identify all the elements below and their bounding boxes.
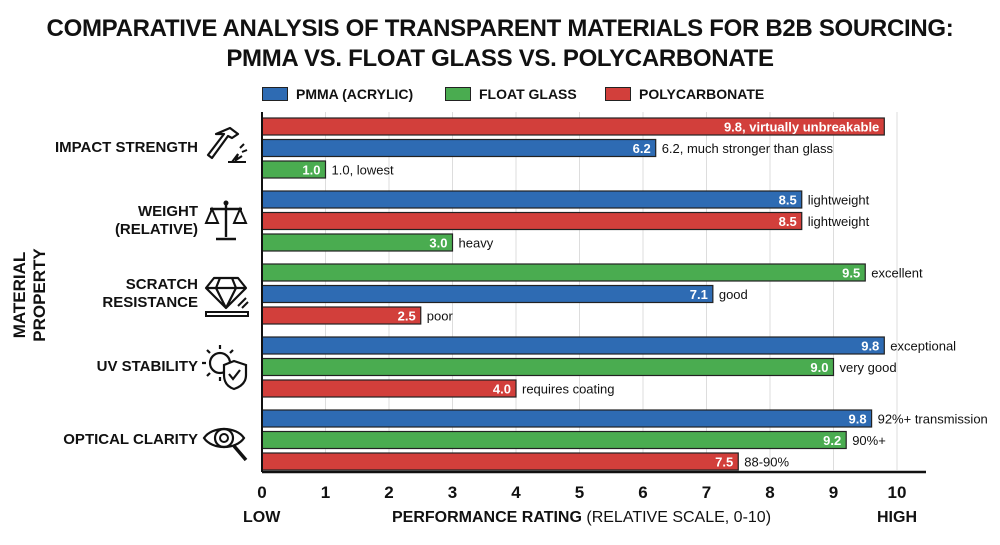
- bar-annotation: poor: [427, 309, 454, 324]
- category-label-line: RESISTANCE: [102, 294, 198, 311]
- bar-value-label: 9.0: [810, 360, 828, 375]
- bar-value-label: 7.1: [690, 287, 708, 302]
- x-tick-label: 1: [320, 483, 331, 502]
- bar-annotation: 1.0, lowest: [332, 163, 395, 178]
- category-label-line: UV STABILITY: [96, 358, 198, 375]
- category-label-line: WEIGHT: [138, 203, 198, 220]
- bar-value-label: 8.5: [779, 214, 797, 229]
- bar-annotation: 88-90%: [744, 455, 789, 470]
- scale-icon: [202, 197, 250, 245]
- bar-value-label: 1.0: [302, 163, 320, 178]
- legend-item-float-glass: FLOAT GLASS: [445, 86, 577, 102]
- legend-swatch-pmma: [262, 87, 288, 101]
- x-tick-label: 10: [887, 483, 907, 502]
- x-tick-label: 4: [511, 483, 521, 502]
- category-label: UV STABILITY: [97, 358, 198, 376]
- bar-value-label: 9.8: [861, 339, 879, 354]
- category-label: OPTICAL CLARITY: [63, 431, 198, 449]
- bar: [261, 263, 866, 282]
- chart-title-line-2: PMMA VS. FLOAT GLASS VS. POLYCARBONATE: [226, 45, 774, 72]
- category-label: WEIGHT (RELATIVE): [115, 203, 198, 239]
- bar-annotation: heavy: [459, 236, 494, 251]
- legend-swatch-polycarbonate: [605, 87, 631, 101]
- bar: [261, 379, 517, 398]
- legend-label-pmma: PMMA (ACRYLIC): [296, 86, 414, 102]
- bar-value-label: 9.8: [849, 412, 867, 427]
- x-tick-label: 8: [765, 483, 775, 502]
- x-tick-label: 0: [257, 483, 267, 502]
- bar-value-label: 7.5: [715, 455, 733, 470]
- diamond-icon: [202, 270, 250, 318]
- x-axis-label-bold: PERFORMANCE RATING: [392, 509, 582, 526]
- category-label-line: OPTICAL CLARITY: [63, 431, 198, 448]
- legend-swatch-float-glass: [445, 87, 471, 101]
- legend-item-pmma: PMMA (ACRYLIC): [262, 86, 413, 102]
- bar-annotation: lightweight: [808, 214, 870, 229]
- bar: [261, 284, 714, 304]
- bar-annotation: lightweight: [808, 193, 870, 208]
- bar: [261, 357, 835, 377]
- bar-value-label: 8.5: [779, 193, 797, 208]
- hammer-icon: [202, 124, 250, 172]
- bar: [261, 211, 803, 231]
- bar: [261, 452, 739, 471]
- chart-title-line-1: COMPARATIVE ANALYSIS OF TRANSPARENT MATE…: [46, 15, 954, 42]
- legend-item-polycarbonate: POLYCARBONATE: [605, 86, 764, 102]
- x-tick-label: 9: [828, 483, 839, 502]
- x-axis-label: PERFORMANCE RATING (RELATIVE SCALE, 0-10…: [392, 509, 771, 527]
- category-label-line: IMPACT STRENGTH: [54, 139, 198, 156]
- bar: [261, 336, 885, 355]
- eye-magnifier-icon: [202, 416, 250, 464]
- x-tick-label: 7: [701, 483, 712, 502]
- bar-annotation: requires coating: [522, 382, 615, 397]
- x-axis-label-rest: (RELATIVE SCALE, 0-10): [586, 509, 772, 526]
- bar: [261, 138, 657, 158]
- bar-value-label: 9.5: [842, 266, 860, 281]
- x-high-label: HIGH: [877, 509, 917, 526]
- bar: [261, 233, 454, 252]
- bar-value-label: 4.0: [493, 382, 511, 397]
- category-label: IMPACT STRENGTH: [55, 139, 198, 157]
- x-low-label: LOW: [243, 509, 281, 526]
- x-tick-label: 5: [574, 483, 585, 502]
- bar: [261, 190, 803, 209]
- category-label-line: (RELATIVE): [114, 221, 198, 238]
- category-label: SCRATCH RESISTANCE: [102, 276, 198, 312]
- bar-annotation: 6.2, much stronger than glass: [662, 141, 834, 156]
- category-label-line: SCRATCH: [125, 276, 198, 293]
- bar: [261, 409, 873, 428]
- bar-value-label: 3.0: [429, 236, 447, 251]
- legend-label-float-glass: FLOAT GLASS: [479, 86, 577, 102]
- bar-annotation: exceptional: [890, 339, 956, 354]
- bar-annotation: very good: [840, 360, 897, 375]
- bar-annotation: excellent: [871, 266, 923, 281]
- bar-value-label: 6.2: [633, 141, 651, 156]
- bar-annotation: 92%+ transmission: [878, 412, 988, 427]
- bar-annotation: 90%+: [852, 433, 886, 448]
- bar-value-label: 9.2: [823, 433, 841, 448]
- bar-value-label: 9.8, virtually unbreakable: [724, 120, 879, 135]
- x-tick-label: 6: [638, 483, 648, 502]
- x-tick-label: 3: [447, 483, 458, 502]
- sun-shield-icon: [202, 343, 250, 391]
- bar: [261, 430, 847, 450]
- legend-label-polycarbonate: POLYCARBONATE: [639, 86, 765, 102]
- x-tick-label: 2: [384, 483, 394, 502]
- bar-value-label: 2.5: [398, 309, 416, 324]
- bar-annotation: good: [719, 287, 748, 302]
